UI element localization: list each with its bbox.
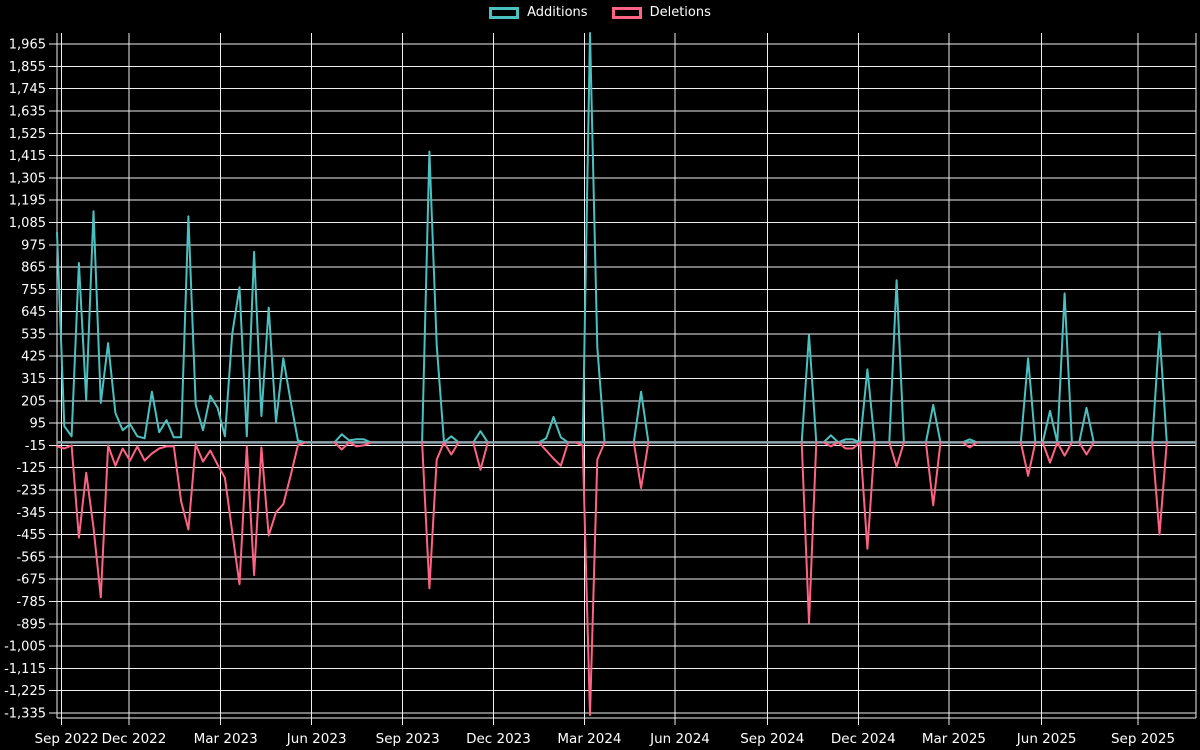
deletions-legend-label: Deletions: [649, 5, 711, 20]
svg-text:1,085: 1,085: [9, 216, 46, 231]
svg-text:-125: -125: [16, 461, 46, 476]
svg-text:1,635: 1,635: [9, 105, 46, 120]
legend-item-deletions[interactable]: Deletions: [611, 5, 711, 20]
svg-text:205: 205: [21, 394, 46, 409]
svg-text:1,525: 1,525: [9, 127, 46, 142]
svg-text:Sep 2025: Sep 2025: [1111, 731, 1175, 747]
svg-text:535: 535: [21, 327, 46, 342]
svg-text:1,855: 1,855: [9, 60, 46, 75]
svg-text:Sep 2024: Sep 2024: [740, 731, 804, 747]
svg-text:425: 425: [21, 350, 46, 365]
svg-text:-15: -15: [25, 439, 46, 454]
svg-text:1,745: 1,745: [9, 82, 46, 97]
additions-legend-label: Additions: [527, 5, 588, 20]
svg-text:1,195: 1,195: [9, 194, 46, 209]
axis-borders: [56, 33, 1197, 719]
svg-text:-1,335: -1,335: [4, 706, 46, 721]
legend-item-additions[interactable]: Additions: [489, 5, 588, 20]
svg-text:865: 865: [21, 261, 46, 276]
y-axis-labels: 1,965 1,855 1,745 1,635 1,525 1,415 1,305 1,195…: [4, 38, 46, 722]
svg-text:975: 975: [21, 238, 46, 253]
svg-text:-895: -895: [16, 617, 46, 632]
y-gridlines: [57, 43, 1196, 714]
chart-legend: Additions Deletions: [0, 6, 1200, 19]
svg-text:-1,225: -1,225: [4, 684, 46, 699]
svg-text:Mar 2024: Mar 2024: [557, 731, 621, 747]
svg-text:Jun 2025: Jun 2025: [1016, 731, 1077, 747]
svg-text:Sep 2022: Sep 2022: [35, 731, 99, 747]
svg-text:Mar 2023: Mar 2023: [194, 731, 258, 747]
svg-text:1,305: 1,305: [9, 171, 46, 186]
additions-line: [56, 32, 1168, 444]
svg-text:-1,005: -1,005: [4, 640, 46, 655]
svg-text:645: 645: [21, 305, 46, 320]
svg-text:Jun 2023: Jun 2023: [286, 731, 347, 747]
x-gridlines: [61, 33, 1139, 718]
x-axis-labels: Sep 2022 Dec 2022 Mar 2023 Jun 2023 Sep 2023…: [35, 731, 1176, 747]
deletions-line: [56, 441, 1168, 716]
y-axis-ticks: [49, 43, 57, 714]
svg-text:1,965: 1,965: [9, 38, 46, 53]
svg-text:-455: -455: [16, 528, 46, 543]
svg-text:-675: -675: [16, 573, 46, 588]
svg-text:-235: -235: [16, 484, 46, 499]
svg-text:755: 755: [21, 283, 46, 298]
svg-text:-345: -345: [16, 506, 46, 521]
svg-text:95: 95: [29, 417, 46, 432]
svg-text:-785: -785: [16, 595, 46, 610]
svg-text:Dec 2023: Dec 2023: [466, 731, 531, 747]
additions-legend-swatch: [489, 6, 520, 19]
svg-text:Dec 2022: Dec 2022: [102, 731, 167, 747]
svg-text:Dec 2024: Dec 2024: [831, 731, 896, 747]
svg-text:315: 315: [21, 372, 46, 387]
svg-text:Jun 2024: Jun 2024: [649, 731, 710, 747]
x-axis-ticks: [61, 718, 1139, 725]
svg-text:1,415: 1,415: [9, 149, 46, 164]
svg-text:Mar 2025: Mar 2025: [922, 731, 986, 747]
svg-text:Sep 2023: Sep 2023: [376, 731, 440, 747]
deletions-legend-swatch: [611, 6, 642, 19]
svg-text:-565: -565: [16, 550, 46, 565]
svg-text:-1,115: -1,115: [4, 662, 46, 677]
